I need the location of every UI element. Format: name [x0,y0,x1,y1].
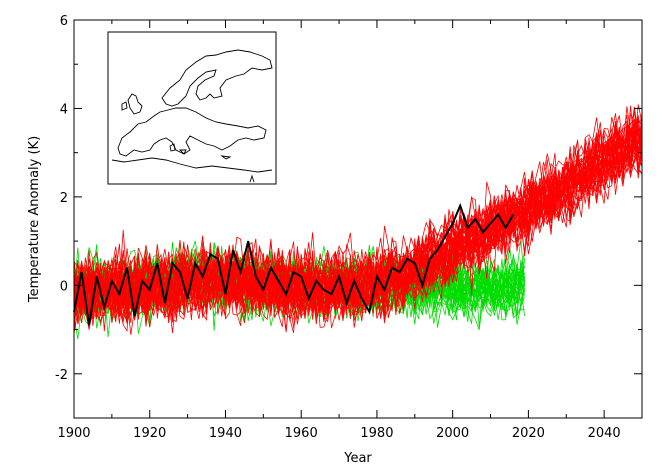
red-ensemble-member [73,129,643,333]
y-tick-label: 2 [60,191,68,206]
observations-line [73,202,515,326]
continental-coastline [117,107,267,157]
y-tick-label: 4 [60,102,68,117]
y-tick-label: -2 [55,368,68,383]
y-tick-label: 0 [60,279,68,294]
plot-frame [73,19,643,419]
north-africa-coastline [111,157,273,173]
x-tick-label: 1920 [133,426,166,441]
x-tick-label: 1940 [209,426,242,441]
red-ensemble-member [73,106,643,312]
y-axis-title: Temperature Anomaly (K) [27,136,42,303]
inset-map [107,31,277,185]
x-tick-label: 2040 [588,426,621,441]
observations-layer [73,202,515,326]
x-tick-label: 1960 [285,426,318,441]
inset-map-frame [107,31,277,185]
x-tick-label: 1980 [360,426,393,441]
islands [169,143,255,183]
x-tick-label: 2020 [512,426,545,441]
x-tick-label: 1900 [57,426,90,441]
x-axis-title: Year [343,451,372,466]
y-tick-label: 6 [60,14,68,29]
x-tick-label: 2000 [436,426,469,441]
axis-ticks [73,19,642,419]
axis-tick-labels: 1900 1920 1940 1960 1980 2000 2020 2040 -2 0 2 4 6 [55,14,621,441]
britain-coastline [121,93,143,115]
europe-coastline [161,49,273,107]
